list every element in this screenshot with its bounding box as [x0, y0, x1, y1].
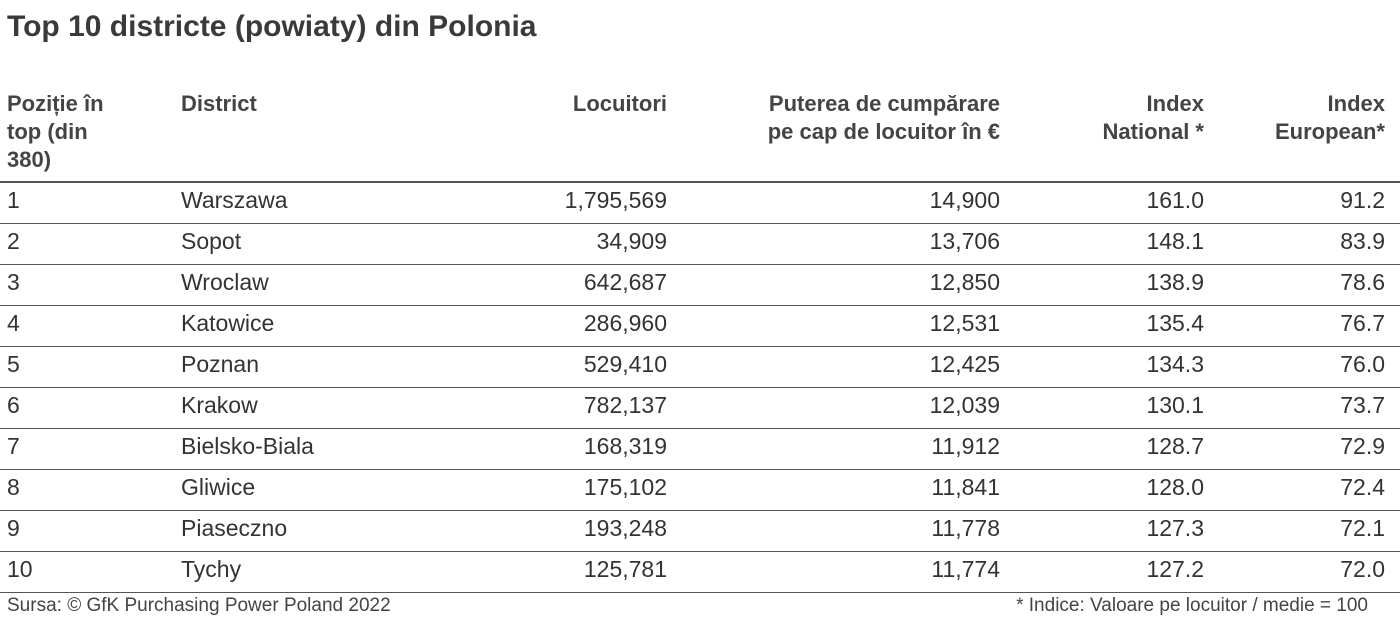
row-rule [0, 387, 1400, 388]
source: Sursa: © GfK Purchasing Power Poland 202… [7, 595, 391, 616]
table-cell: 128.7 [1146, 433, 1204, 459]
table-cell: 193,248 [583, 515, 667, 541]
header-cell: Locuitori [572, 91, 667, 116]
table-cell: 12,425 [929, 351, 1000, 377]
table-cell: Sopot [181, 228, 242, 254]
header-cell: Poziție în [7, 91, 104, 116]
table-cell: 12,850 [929, 269, 1000, 295]
table-cell: Poznan [181, 351, 260, 377]
table-cell: 12,039 [929, 392, 1000, 418]
table-cell: 135.4 [1146, 310, 1204, 336]
table-cell: Bielsko-Biala [181, 433, 314, 459]
header-cell: Index [1146, 91, 1204, 116]
table-cell: Krakow [181, 392, 258, 418]
header-cell: Index [1327, 91, 1385, 116]
table-cell: 148.1 [1146, 228, 1204, 254]
table-cell: 2 [7, 228, 20, 254]
header-cell: top (din [7, 119, 88, 144]
header-cell: District [181, 91, 257, 116]
table-cell: 6 [7, 392, 20, 418]
table-cell: 1,795,569 [564, 187, 667, 213]
table-cell: 11,774 [931, 556, 1000, 582]
table-cell: 11,778 [931, 515, 1000, 541]
table-cell: 9 [7, 515, 20, 541]
row-rule [0, 223, 1400, 224]
title: Top 10 districte (powiaty) din Polonia [7, 10, 537, 43]
table-cell: 4 [7, 310, 20, 336]
table-cell: 12,531 [929, 310, 1000, 336]
row-rule [0, 264, 1400, 265]
table-cell: 1 [7, 187, 20, 213]
table-cell: 7 [7, 433, 20, 459]
table-cell: Tychy [181, 556, 242, 582]
table-cell: 5 [7, 351, 20, 377]
header-cell: European* [1274, 119, 1385, 144]
header-cell: Puterea de cumpărare [768, 91, 1000, 116]
table-cell: 10 [7, 556, 33, 582]
note: * Indice: Valoare pe locuitor / medie = … [1016, 595, 1368, 616]
header-cell: National * [1102, 119, 1204, 144]
table-cell: 91.2 [1340, 187, 1385, 213]
table-cell: 72.4 [1340, 474, 1385, 500]
row-rule [0, 551, 1400, 552]
table-cell: 127.2 [1146, 556, 1204, 582]
table-cell: 72.9 [1340, 433, 1385, 459]
table-cell: 134.3 [1146, 351, 1204, 377]
table-cell: 3 [7, 269, 20, 295]
table-cell: 125,781 [583, 556, 667, 582]
row-rule [0, 346, 1400, 347]
table-cell: 782,137 [583, 392, 667, 418]
table-cell: Gliwice [181, 474, 256, 500]
header-cell: 380) [7, 147, 52, 172]
table-cell: 529,410 [583, 351, 667, 377]
table-cell: Piaseczno [181, 515, 288, 541]
table-cell: 72.1 [1340, 515, 1385, 541]
table-cell: 73.7 [1340, 392, 1385, 418]
table-cell: 72.0 [1340, 556, 1385, 582]
table-cell: 168,319 [583, 433, 667, 459]
table-cell: Warszawa [181, 187, 288, 213]
table-cell: 127.3 [1146, 515, 1204, 541]
table-cell: 14,900 [929, 187, 1000, 213]
table-cell: 78.6 [1340, 269, 1385, 295]
table-cell: 76.0 [1340, 351, 1385, 377]
table-cell: 130.1 [1146, 392, 1204, 418]
header-cell: pe cap de locuitor în € [767, 119, 1000, 144]
row-rule [0, 510, 1400, 511]
row-rule [0, 428, 1400, 429]
table-cell: 286,960 [583, 310, 667, 336]
table-cell: 76.7 [1340, 310, 1385, 336]
table-cell: 138.9 [1146, 269, 1204, 295]
table-cell: 161.0 [1146, 187, 1204, 213]
row-rule [0, 592, 1400, 593]
table-cell: Wroclaw [181, 269, 269, 295]
row-rule [0, 469, 1400, 470]
table-cell: 642,687 [583, 269, 667, 295]
table-cell: 11,912 [931, 433, 1000, 459]
table-cell: 128.0 [1146, 474, 1204, 500]
row-rule [0, 305, 1400, 306]
table-cell: 83.9 [1340, 228, 1385, 254]
row-rule [0, 181, 1400, 183]
table-cell: 13,706 [929, 228, 1000, 254]
table-cell: Katowice [181, 310, 275, 336]
table-cell: 8 [7, 474, 20, 500]
table-cell: 11,841 [931, 474, 1000, 500]
table-cell: 175,102 [583, 474, 667, 500]
table-cell: 34,909 [596, 228, 667, 254]
